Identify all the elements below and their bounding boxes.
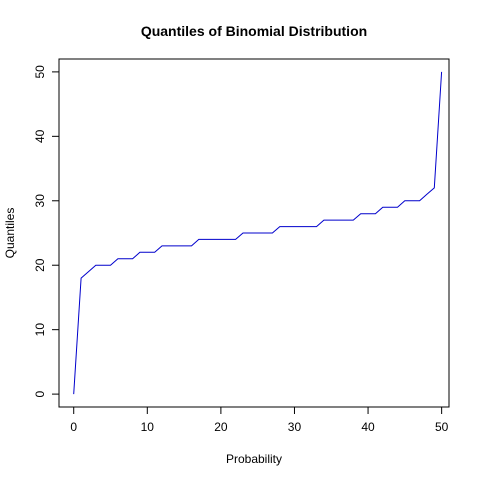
y-tick-label: 50 <box>33 65 47 79</box>
x-tick-label: 20 <box>214 420 228 434</box>
x-tick-label: 40 <box>361 420 375 434</box>
x-tick-label: 10 <box>141 420 155 434</box>
x-axis-label: Probability <box>226 452 282 466</box>
x-tick-label: 30 <box>288 420 302 434</box>
chart-title: Quantiles of Binomial Distribution <box>141 23 367 39</box>
x-axis: 0 10 20 30 40 50 <box>70 406 449 434</box>
y-tick-label: 40 <box>33 129 47 143</box>
y-axis: 0 10 20 30 40 50 <box>33 65 60 397</box>
y-tick-label: 20 <box>33 258 47 272</box>
series-line <box>73 71 443 395</box>
y-axis-label: Quantiles <box>3 208 17 259</box>
series-layer <box>73 71 443 395</box>
y-tick-label: 30 <box>33 194 47 208</box>
y-tick-label: 0 <box>33 390 47 397</box>
x-tick-label: 0 <box>70 420 77 434</box>
y-tick-label: 10 <box>33 323 47 337</box>
x-tick-label: 50 <box>435 420 449 434</box>
